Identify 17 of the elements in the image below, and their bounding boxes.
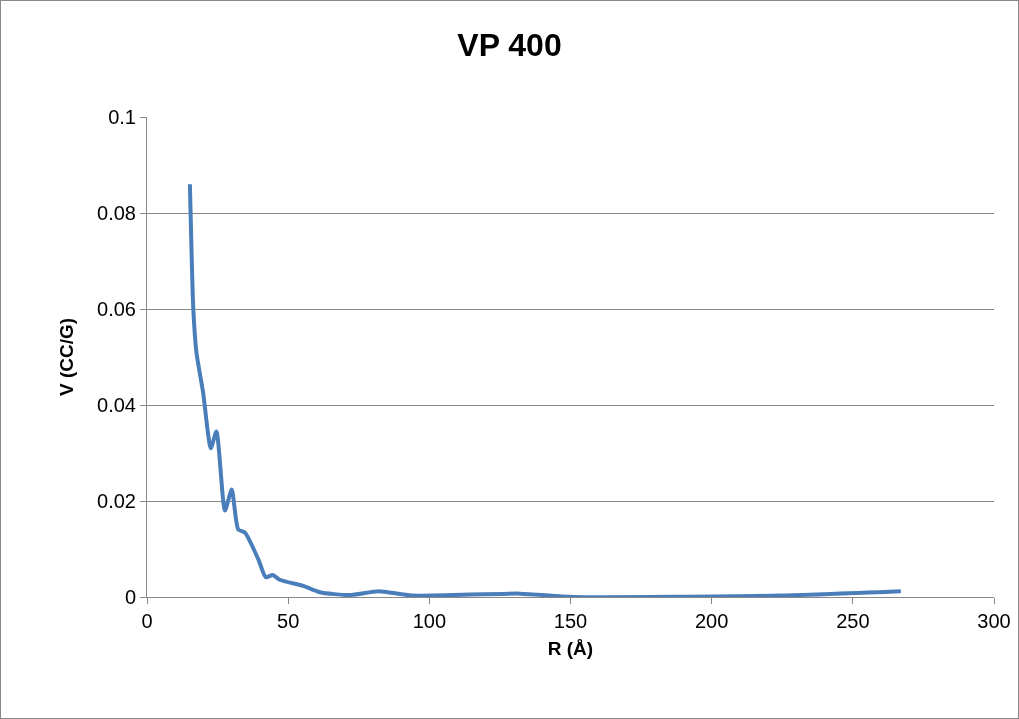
y-tick-label: 0.08	[97, 202, 136, 224]
x-tick-label: 50	[277, 610, 300, 632]
x-tick-label: 150	[553, 610, 588, 632]
line-series	[187, 182, 903, 597]
x-tick-label: 100	[412, 610, 447, 632]
y-tick-label: 0.02	[97, 490, 136, 512]
x-tick-label: 200	[694, 610, 729, 632]
y-tick-label: 0.1	[108, 106, 136, 128]
x-tick-label: 250	[836, 610, 870, 632]
y-tick-label: 0	[124, 586, 136, 608]
y-tick-label: 0.04	[97, 394, 136, 416]
x-tick-label: 300	[977, 610, 1011, 632]
chart-title: VP 400	[457, 26, 562, 63]
y-axis-title: V (CC/G)	[55, 317, 77, 397]
x-tick-label: 0	[141, 610, 153, 632]
y-tick-label: 0.06	[97, 298, 136, 320]
x-axis-title: R (Å)	[547, 637, 594, 659]
